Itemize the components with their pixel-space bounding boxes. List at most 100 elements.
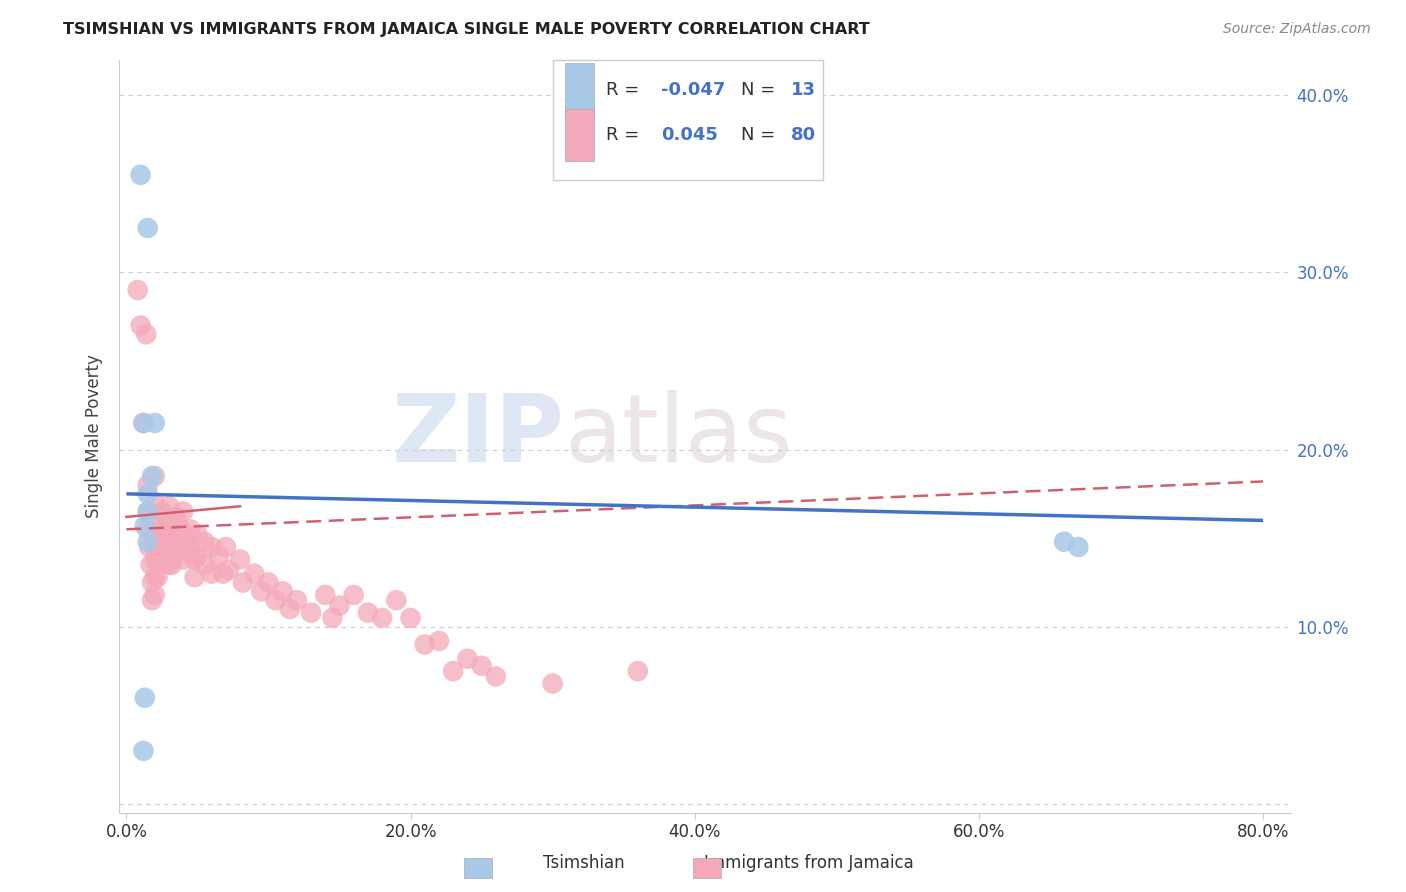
Text: Immigrants from Jamaica: Immigrants from Jamaica (703, 855, 914, 872)
Point (146, 570, 169, 584)
Point (141, 575, 163, 590)
Text: R =: R = (606, 126, 645, 144)
Point (157, 516, 180, 531)
Point (218, 563, 240, 577)
FancyBboxPatch shape (565, 109, 593, 161)
Point (399, 611, 422, 625)
Point (183, 552, 205, 566)
Point (132, 416, 155, 430)
Text: 13: 13 (792, 81, 815, 99)
Point (232, 575, 254, 590)
Point (129, 168, 152, 182)
Point (138, 540, 160, 554)
Text: 80: 80 (792, 126, 815, 144)
Point (143, 534, 166, 549)
Point (129, 318, 152, 333)
Text: R =: R = (606, 81, 645, 99)
Point (141, 469, 163, 483)
Point (208, 549, 231, 563)
Point (157, 558, 180, 572)
Point (186, 527, 208, 541)
Point (193, 558, 215, 572)
Point (169, 522, 191, 536)
Point (183, 570, 205, 584)
Point (271, 584, 294, 599)
Point (541, 676, 564, 690)
Point (264, 593, 287, 607)
Text: atlas: atlas (565, 391, 793, 483)
Point (413, 638, 436, 652)
Point (150, 505, 173, 519)
Point (139, 558, 162, 572)
Point (132, 744, 155, 758)
Point (193, 534, 215, 549)
Point (169, 545, 191, 559)
Point (174, 534, 197, 549)
Point (212, 566, 235, 581)
Point (136, 487, 159, 501)
Point (160, 534, 183, 549)
Point (127, 283, 149, 297)
Point (136, 221, 159, 235)
Point (229, 552, 252, 566)
FancyBboxPatch shape (553, 60, 823, 180)
Point (1053, 534, 1076, 549)
Point (201, 540, 224, 554)
Point (141, 593, 163, 607)
Point (456, 651, 478, 665)
Point (385, 593, 408, 607)
Point (136, 534, 159, 549)
Point (143, 416, 166, 430)
Point (135, 327, 157, 342)
Point (143, 516, 166, 531)
Point (215, 540, 238, 554)
Point (143, 570, 166, 584)
Point (186, 549, 208, 563)
Point (150, 522, 173, 536)
Text: -0.047: -0.047 (661, 81, 725, 99)
Text: 0.045: 0.045 (661, 126, 717, 144)
Point (146, 552, 169, 566)
Point (136, 522, 159, 536)
Point (179, 545, 201, 559)
Point (160, 558, 183, 572)
Point (143, 588, 166, 602)
Text: ZIP: ZIP (392, 391, 565, 483)
Point (134, 518, 156, 533)
Point (357, 606, 380, 620)
Point (441, 664, 464, 678)
Point (172, 552, 194, 566)
Point (627, 664, 650, 678)
Point (157, 500, 180, 514)
Point (314, 588, 336, 602)
Point (165, 531, 187, 545)
Y-axis label: Single Male Poverty: Single Male Poverty (86, 354, 103, 518)
Point (278, 602, 301, 616)
Point (143, 469, 166, 483)
Text: Source: ZipAtlas.com: Source: ZipAtlas.com (1223, 22, 1371, 37)
Point (165, 509, 187, 524)
Point (146, 534, 169, 549)
Point (132, 416, 155, 430)
Text: TSIMSHIAN VS IMMIGRANTS FROM JAMAICA SINGLE MALE POVERTY CORRELATION CHART: TSIMSHIAN VS IMMIGRANTS FROM JAMAICA SIN… (63, 22, 870, 37)
Point (172, 531, 194, 545)
Point (257, 575, 280, 590)
Point (143, 552, 166, 566)
Point (150, 545, 173, 559)
Point (328, 599, 350, 613)
Point (485, 669, 508, 683)
Text: N =: N = (741, 126, 780, 144)
Point (471, 658, 494, 673)
Point (285, 593, 308, 607)
Point (1067, 540, 1090, 554)
Point (136, 478, 159, 492)
Point (243, 566, 266, 581)
Point (343, 588, 366, 602)
Point (371, 611, 394, 625)
Text: N =: N = (741, 81, 780, 99)
Point (157, 540, 180, 554)
Point (321, 611, 343, 625)
Point (134, 690, 156, 705)
Point (250, 584, 273, 599)
Point (155, 527, 177, 541)
